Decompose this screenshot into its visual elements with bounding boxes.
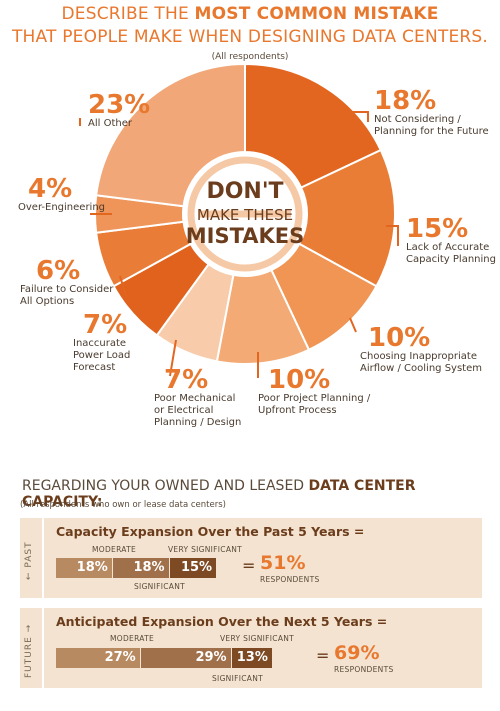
slice-text: Airflow / Cooling System bbox=[360, 363, 482, 374]
section2-title: REGARDING YOUR OWNED AND LEASED DATA CEN… bbox=[22, 478, 500, 510]
slice-label-all-options: 6% Failure to Consider All Options bbox=[20, 258, 113, 308]
slice-pct: 10% bbox=[268, 365, 331, 395]
page-title: DESCRIBE THE MOST COMMON MISTAKE bbox=[0, 4, 500, 24]
slice-text: All Other bbox=[88, 118, 132, 129]
slice-label-power-load: 7% Inaccurate Power Load Forecast bbox=[73, 312, 130, 374]
future-very-significant-label: VERY SIGNIFICANT bbox=[220, 634, 295, 643]
future-bar-moderate: 27% bbox=[56, 648, 140, 668]
future-moderate-label: MODERATE bbox=[110, 634, 155, 643]
future-side-label: FUTURE → bbox=[24, 623, 34, 678]
past-side-tab: ← PAST bbox=[20, 518, 44, 598]
past-bar-significant: 18% bbox=[112, 558, 169, 578]
past-side-label: ← PAST bbox=[24, 541, 34, 580]
leader-line bbox=[169, 339, 177, 377]
past-significant-label: SIGNIFICANT bbox=[134, 582, 185, 591]
slice-pct: 6% bbox=[36, 256, 81, 286]
slice-pct: 4% bbox=[28, 174, 73, 204]
badge-line2: MAKE THESE bbox=[197, 206, 293, 224]
past-very-significant-label: VERY SIGNIFICANT bbox=[168, 545, 243, 554]
slice-text: Capacity Planning bbox=[406, 254, 496, 265]
slice-text: Planning for the Future bbox=[374, 126, 489, 137]
future-equals: = bbox=[316, 646, 330, 665]
slice-text: Forecast bbox=[73, 362, 116, 373]
slice-text: Planning / Design bbox=[154, 417, 242, 428]
slice-pct: 23% bbox=[88, 90, 151, 120]
slice-text: Poor Project Planning / bbox=[258, 393, 371, 404]
title-line1-pre: DESCRIBE THE bbox=[61, 4, 195, 24]
past-panel: ← PAST Capacity Expansion Over the Past … bbox=[20, 518, 482, 598]
slice-label-over-engineering: 4% Over-Engineering bbox=[18, 176, 105, 214]
slice-pct: 7% bbox=[164, 365, 209, 395]
slice-label-planning-future: 18% Not Considering / Planning for the F… bbox=[374, 88, 489, 138]
slice-text: Lack of Accurate bbox=[406, 242, 490, 253]
future-side-tab: FUTURE → bbox=[20, 608, 44, 688]
slice-label-airflow: 10% Choosing Inappropriate Airflow / Coo… bbox=[360, 325, 482, 375]
past-bar-very-significant: 15% bbox=[169, 558, 217, 578]
slice-text: Poor Mechanical bbox=[154, 393, 236, 404]
future-total: 69% bbox=[334, 642, 380, 664]
future-panel: FUTURE → Anticipated Expansion Over the … bbox=[20, 608, 482, 688]
slice-label-project-planning: 10% Poor Project Planning / Upfront Proc… bbox=[258, 367, 370, 417]
slice-pct: 15% bbox=[406, 214, 469, 244]
slice-text: Over-Engineering bbox=[18, 202, 106, 213]
slice-text: Choosing Inappropriate bbox=[360, 351, 477, 362]
future-significant-label: SIGNIFICANT bbox=[212, 674, 263, 683]
past-panel-title: Capacity Expansion Over the Past 5 Years… bbox=[56, 524, 365, 539]
leader-line bbox=[386, 225, 399, 246]
past-respondents: RESPONDENTS bbox=[260, 575, 320, 584]
slice-text: Power Load bbox=[73, 350, 131, 361]
leader-line bbox=[349, 317, 357, 333]
chart-subtitle: (All respondents) bbox=[211, 52, 289, 62]
future-bar-significant: 29% bbox=[140, 648, 231, 668]
donut-chart: DON'T MAKE THESE MISTAKES bbox=[79, 62, 399, 378]
future-bar-very-significant: 13% bbox=[231, 648, 272, 668]
past-moderate-label: MODERATE bbox=[92, 545, 137, 554]
slice-text: Inaccurate bbox=[73, 338, 127, 349]
slice-label-all-other: 23% All Other bbox=[88, 92, 150, 130]
section2-title-bold: DATA CENTER CAPACITY: bbox=[22, 478, 416, 510]
past-equals: = bbox=[242, 556, 256, 575]
badge-line3: MISTAKES bbox=[186, 224, 305, 248]
slice-text: Not Considering / bbox=[374, 114, 461, 125]
title-line2: THAT PEOPLE MAKE WHEN DESIGNING DATA CEN… bbox=[11, 27, 489, 47]
slice-text: Upfront Process bbox=[258, 405, 337, 416]
future-respondents: RESPONDENTS bbox=[334, 665, 394, 674]
past-bar-moderate: 18% bbox=[56, 558, 112, 578]
title-line1-bold: MOST COMMON MISTAKE bbox=[194, 4, 439, 24]
slice-text: Failure to Consider bbox=[20, 284, 114, 295]
badge-line1: DON'T bbox=[206, 179, 283, 204]
badge-ring bbox=[187, 156, 303, 272]
slice-text: All Options bbox=[20, 296, 75, 307]
slice-label-mechanical: 7% Poor Mechanical or Electrical Plannin… bbox=[154, 367, 241, 429]
slice-text: or Electrical bbox=[154, 405, 214, 416]
section2-title-pre: REGARDING YOUR OWNED AND LEASED bbox=[22, 478, 309, 494]
section2-subtitle: (All respondents who own or lease data c… bbox=[20, 500, 226, 510]
slice-label-capacity-planning: 15% Lack of Accurate Capacity Planning bbox=[406, 216, 496, 266]
slice-pct: 7% bbox=[83, 310, 128, 340]
leader-line bbox=[330, 111, 369, 122]
future-panel-title: Anticipated Expansion Over the Next 5 Ye… bbox=[56, 614, 388, 629]
slice-pct: 10% bbox=[368, 323, 431, 353]
leader-line bbox=[119, 275, 127, 297]
slice-pct: 18% bbox=[374, 86, 437, 116]
past-total: 51% bbox=[260, 552, 306, 574]
